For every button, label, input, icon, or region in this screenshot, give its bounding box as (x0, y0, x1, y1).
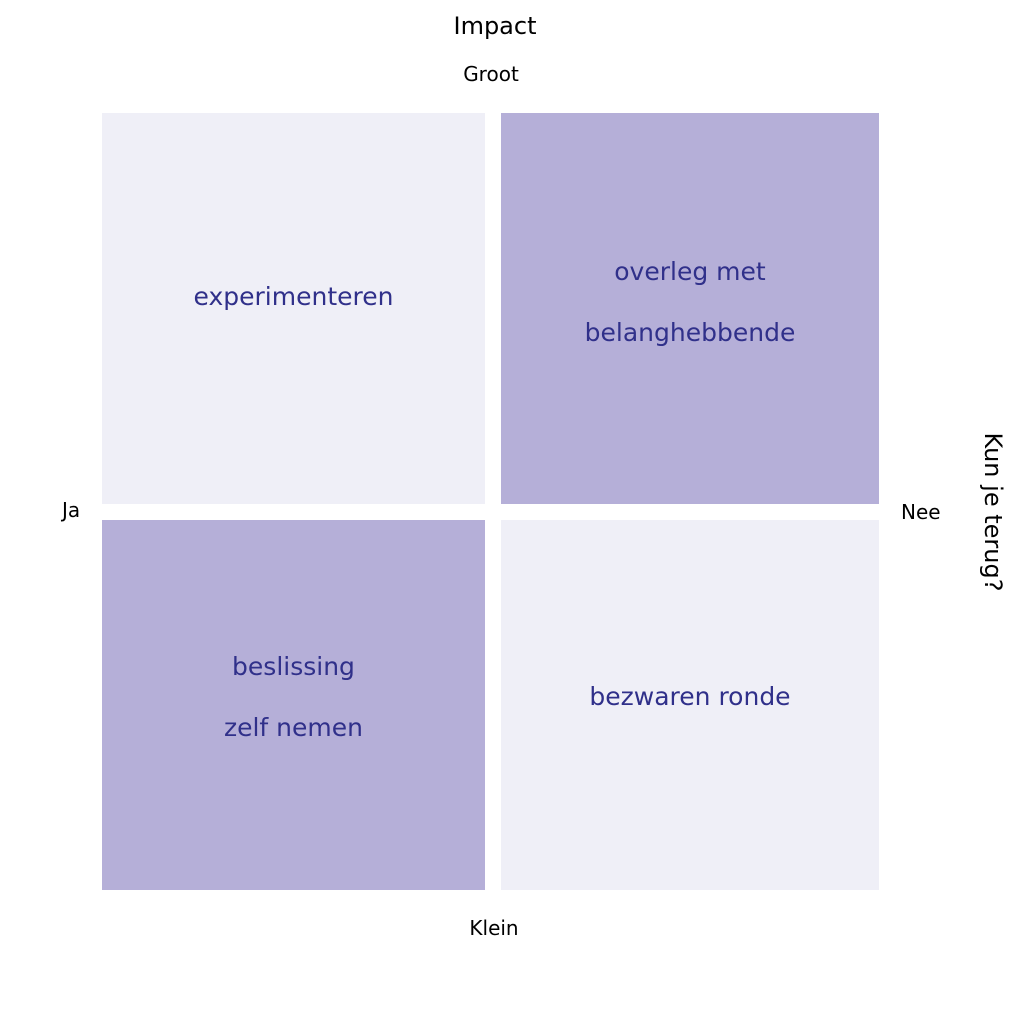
impact-high-label: Groot (463, 62, 519, 86)
quadrant-beslissing-zelf-nemen: beslissing zelf nemen (102, 520, 485, 890)
impact-low-label: Klein (469, 916, 519, 940)
quadrant-bezwaren-ronde: bezwaren ronde (501, 520, 879, 890)
quadrant-label-line-1: beslissing (232, 652, 355, 681)
reversible-no-label: Nee (901, 500, 941, 524)
reversible-yes-label: Ja (62, 498, 81, 522)
quadrant-label: bezwaren ronde (589, 682, 791, 711)
quadrant-label-line-1: overleg met (614, 257, 766, 286)
reversible-axis-title: Kun je terug? (979, 432, 1007, 592)
quadrant-experimenteren: experimenteren (102, 113, 485, 504)
quadrant-overleg-met-belanghebbende: overleg met belanghebbende (501, 113, 879, 504)
impact-axis-title: Impact (453, 12, 537, 40)
quadrant-label-line-2: belanghebbende (584, 318, 796, 347)
quadrant-label: experimenteren (193, 282, 394, 311)
quadrant-label-line-2: zelf nemen (223, 713, 363, 742)
